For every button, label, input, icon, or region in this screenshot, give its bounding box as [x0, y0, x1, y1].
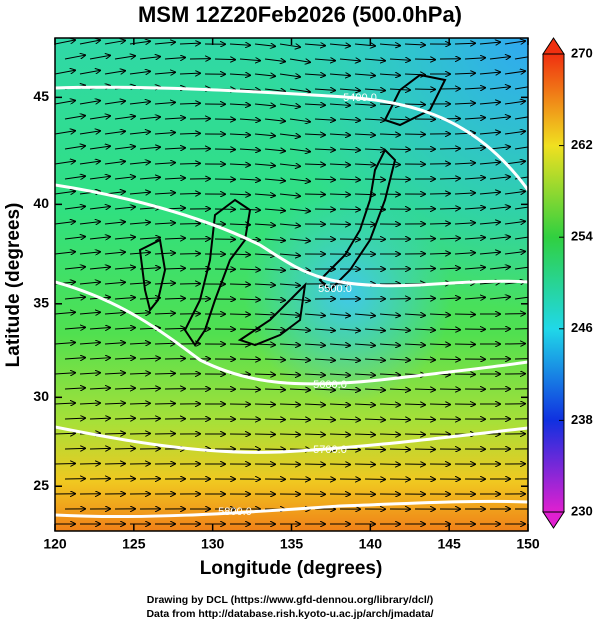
y-axis-label: Latitude (degrees): [3, 203, 24, 368]
streamline-arrow: [65, 448, 85, 449]
streamline-arrow: [315, 209, 335, 210]
streamline-arrow: [390, 149, 410, 150]
streamline-arrow: [405, 104, 425, 105]
x-tick-label: 135: [280, 536, 304, 552]
streamline-arrow: [515, 328, 535, 329]
x-tick-label: 125: [122, 536, 146, 552]
streamline-arrow: [215, 149, 235, 150]
streamline-arrow: [255, 404, 275, 405]
x-tick-label: 130: [201, 536, 225, 552]
colorbar-tick-label: 262: [571, 137, 593, 152]
streamline-arrow: [105, 433, 125, 434]
colorbar-tick-label: 270: [571, 45, 593, 60]
streamline-arrow: [90, 448, 110, 449]
x-tick-label: 120: [43, 536, 67, 552]
streamline-arrow: [340, 209, 360, 210]
colorbar-extend-top: [543, 38, 564, 54]
streamline-arrow: [130, 433, 150, 434]
streamline-arrow: [280, 434, 300, 435]
contour-label: 5600.0: [313, 379, 347, 391]
streamline-arrow: [380, 164, 400, 165]
streamline-arrow: [215, 59, 235, 60]
contour-label: 5800.0: [218, 506, 252, 518]
footer-text: Drawing by DCL (https://www.gfd-dennou.o…: [147, 594, 433, 606]
colorbar: [543, 54, 564, 512]
map-field: [55, 38, 535, 539]
contour-label: 5400.0: [343, 92, 377, 104]
streamline-arrow: [390, 449, 410, 450]
streamline-arrow: [455, 314, 475, 315]
streamline-arrow: [330, 464, 350, 465]
chart-title: MSM 12Z20Feb2026 (500.0hPa): [138, 2, 462, 27]
streamline-arrow: [305, 194, 325, 195]
streamline-arrow: [55, 463, 75, 464]
streamline-arrow: [430, 223, 450, 224]
streamline-arrow: [155, 373, 175, 374]
streamline-arrow: [355, 464, 375, 465]
streamline-arrow: [355, 194, 375, 195]
streamline-arrow: [240, 359, 260, 360]
x-tick-label: 145: [437, 536, 461, 552]
streamline-arrow: [180, 133, 200, 134]
colorbar-tick-label: 238: [571, 412, 593, 427]
streamline-arrow: [165, 298, 185, 299]
x-axis-label: Longitude (degrees): [200, 558, 383, 579]
streamline-arrow: [440, 178, 460, 179]
streamline-arrow: [415, 298, 435, 299]
streamline-arrow: [115, 448, 135, 449]
streamline-arrow: [405, 434, 425, 435]
y-tick-label: 35: [33, 294, 49, 310]
streamline-arrow: [440, 359, 460, 360]
y-tick-label: 30: [33, 388, 49, 404]
colorbar-tick-label: 230: [571, 503, 593, 518]
streamline-arrow: [330, 194, 350, 195]
streamline-arrow: [165, 328, 185, 329]
contour-label: 5500.0: [318, 283, 352, 295]
streamline-arrow: [415, 59, 435, 60]
streamline-arrow: [265, 419, 285, 420]
streamline-arrow: [365, 449, 385, 450]
colorbar-tick-label: 246: [571, 320, 593, 335]
streamline-arrow: [180, 193, 200, 194]
colorbar-extend-bottom: [543, 512, 564, 528]
x-tick-label: 140: [359, 536, 383, 552]
contour-label: 5700.0: [313, 444, 347, 456]
streamline-arrow: [165, 358, 185, 359]
streamline-arrow: [180, 223, 200, 224]
streamline-arrow: [140, 388, 160, 389]
y-tick-label: 25: [33, 477, 49, 493]
streamline-arrow: [230, 314, 250, 315]
y-tick-label: 45: [33, 88, 49, 104]
footer-text: Data from http://database.rish.kyoto-u.a…: [146, 608, 433, 620]
streamline-arrow: [430, 404, 450, 405]
streamline-arrow: [80, 463, 100, 464]
streamline-arrow: [415, 419, 435, 420]
x-tick-label: 150: [516, 536, 540, 552]
streamline-arrow: [230, 284, 250, 285]
streamline-arrow: [440, 148, 460, 149]
streamline-arrow: [180, 163, 200, 164]
colorbar-tick-label: 254: [571, 229, 593, 244]
streamline-arrow: [415, 268, 435, 269]
streamline-arrow: [140, 418, 160, 419]
streamline-arrow: [440, 389, 460, 390]
streamline-arrow: [215, 119, 235, 120]
y-tick-label: 40: [33, 195, 49, 211]
